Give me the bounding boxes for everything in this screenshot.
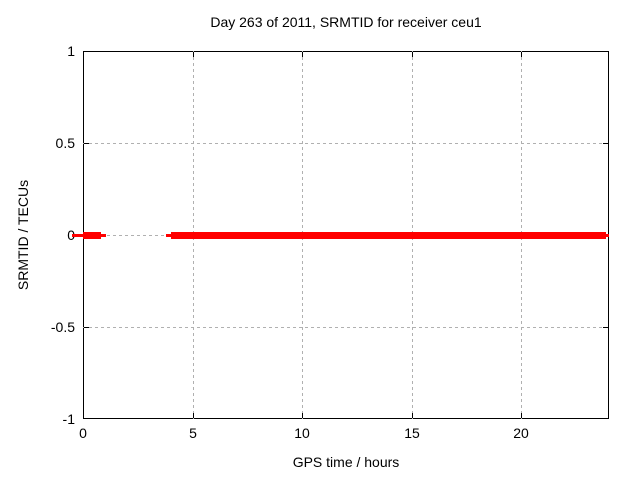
gridline-y--0.5: [83, 327, 609, 328]
x-tick-top-5: [193, 52, 194, 57]
x-tick-bottom-15: [412, 413, 413, 418]
x-tick-bottom-5: [193, 413, 194, 418]
x-tick-top-10: [302, 52, 303, 57]
y-tick-label-0.5: 0.5: [55, 135, 75, 151]
y-tick-left-0.5: [84, 143, 89, 144]
y-axis-label: SRMTID / TECUs: [15, 179, 31, 291]
x-axis-label: GPS time / hours: [292, 454, 400, 470]
y-tick-right-0.5: [603, 143, 608, 144]
y-tick-label-1: 1: [67, 43, 75, 59]
y-tick-label--0.5: -0.5: [50, 319, 75, 335]
gridline-y-0.5: [83, 143, 609, 144]
x-tick-top-15: [412, 52, 413, 57]
data-line-segment-5: [606, 234, 609, 237]
data-line-segment-2: [101, 234, 106, 237]
data-line-segment-0: [72, 234, 83, 237]
x-tick-bottom-10: [302, 413, 303, 418]
y-tick-right--0.5: [603, 327, 608, 328]
data-line-segment-3: [166, 234, 171, 237]
y-tick-left--0.5: [84, 327, 89, 328]
y-tick-label--1: -1: [62, 411, 75, 427]
x-tick-label-15: 15: [404, 425, 420, 441]
x-tick-top-20: [521, 52, 522, 57]
data-line-segment-1: [83, 232, 101, 239]
y-tick-label-0: 0: [31, 227, 75, 243]
x-tick-bottom-20: [521, 413, 522, 418]
x-tick-label-5: 5: [189, 425, 197, 441]
chart-title: Day 263 of 2011, SRMTID for receiver ceu…: [210, 14, 482, 30]
x-tick-label-20: 20: [513, 425, 529, 441]
x-tick-label-0: 0: [79, 425, 87, 441]
data-line-segment-4: [171, 232, 606, 239]
x-tick-label-10: 10: [294, 425, 310, 441]
